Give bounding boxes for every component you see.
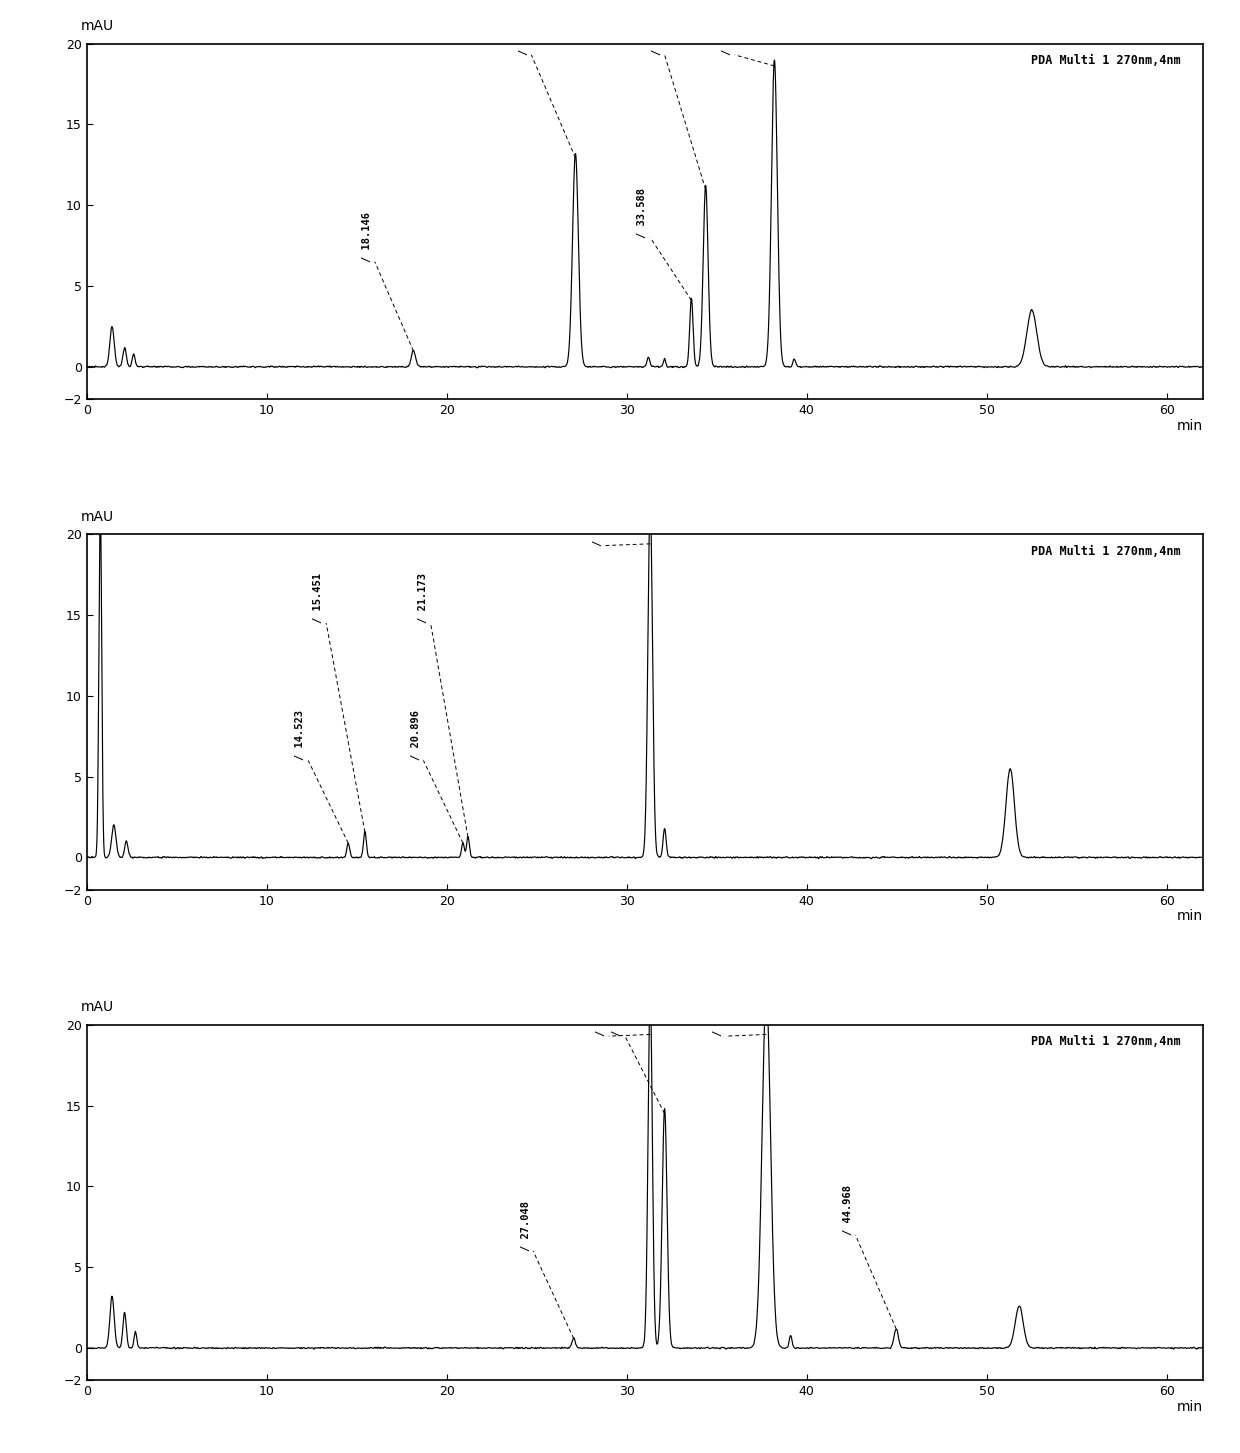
Text: mAU: mAU: [82, 510, 114, 523]
Text: mAU: mAU: [82, 19, 114, 33]
Text: / 32.1: / 32.1: [613, 998, 622, 1036]
Text: / 27.048: / 27.048: [521, 1202, 531, 1251]
Text: / 37.750: / 37.750: [713, 987, 723, 1036]
Text: / 21.173: / 21.173: [418, 572, 428, 623]
Text: / 14.523: / 14.523: [295, 711, 305, 760]
Text: / 38.787: / 38.787: [722, 4, 732, 55]
Text: / 31.3: / 31.3: [596, 998, 606, 1036]
Text: / 33.588: / 33.588: [637, 187, 647, 237]
Text: / 20.896: / 20.896: [410, 711, 420, 760]
Text: mAU: mAU: [82, 1000, 114, 1014]
Text: / 18.146: / 18.146: [362, 212, 372, 262]
Text: / 34.380460: / 34.380460: [652, 0, 662, 55]
Text: / 31.3: / 31.3: [593, 509, 603, 545]
Text: / 27.147: / 27.147: [518, 4, 528, 55]
Text: / 44.968: / 44.968: [843, 1184, 853, 1235]
Text: min: min: [1177, 1399, 1203, 1414]
Text: PDA Multi 1 270nm,4nm: PDA Multi 1 270nm,4nm: [1030, 1036, 1180, 1049]
Text: min: min: [1177, 910, 1203, 923]
Text: PDA Multi 1 270nm,4nm: PDA Multi 1 270nm,4nm: [1030, 545, 1180, 558]
Text: PDA Multi 1 270nm,4nm: PDA Multi 1 270nm,4nm: [1030, 54, 1180, 67]
Text: min: min: [1177, 418, 1203, 433]
Text: / 15.451: / 15.451: [314, 572, 324, 623]
